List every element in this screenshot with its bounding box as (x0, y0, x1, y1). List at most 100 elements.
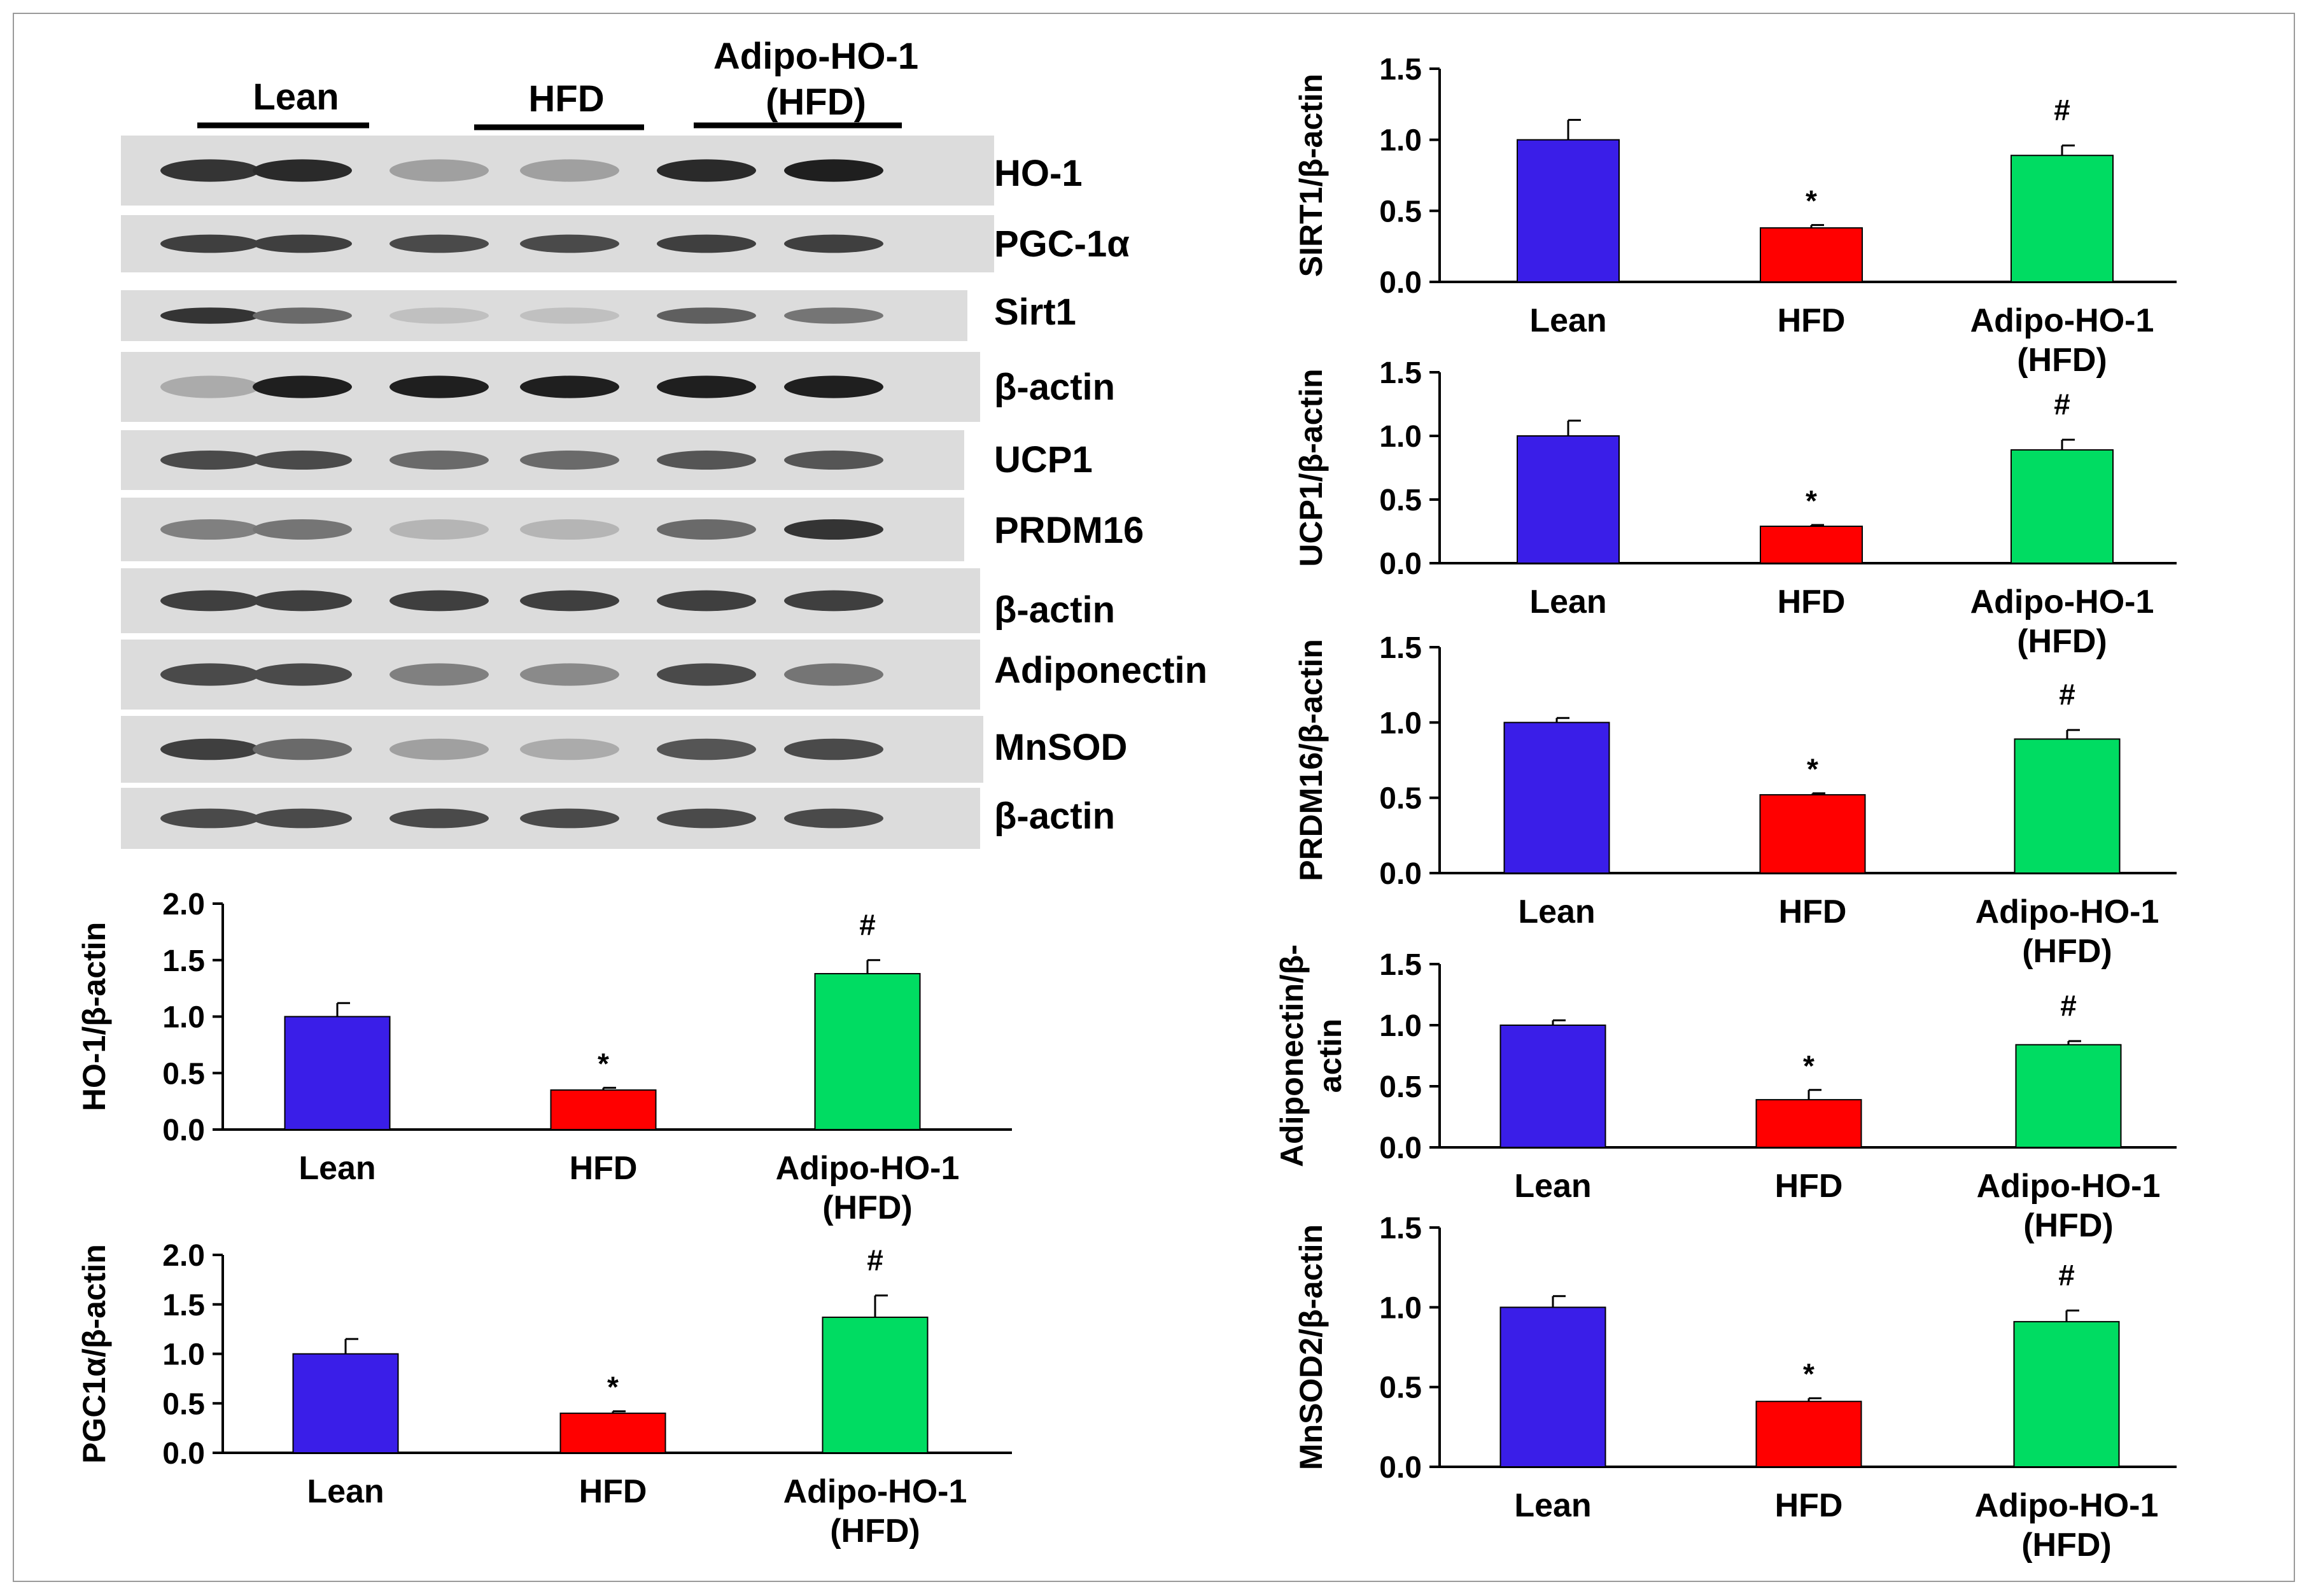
blot-band (390, 375, 489, 398)
chart-panel: 0.0 0.5 1.0 1.5 MnSOD2/β-actin Lean * HFD # Adipo… (1293, 1212, 2177, 1564)
bar (292, 1353, 399, 1453)
blot-band (520, 808, 619, 829)
y-tick-label: 1.0 (1379, 1291, 1422, 1325)
blot-band (657, 808, 756, 829)
y-tick-label: 1.0 (1379, 420, 1422, 454)
y-tick-label: 1.5 (1379, 1212, 1422, 1245)
significance-asterisk: * (607, 1371, 619, 1404)
blot-band (253, 159, 352, 182)
y-axis-label: HO-1/β-actin (76, 922, 112, 1111)
blot-band (657, 519, 756, 540)
x-category-label: (HFD) (2022, 933, 2112, 970)
significance-asterisk: * (1806, 484, 1817, 517)
y-tick-label: 2.0 (162, 888, 205, 921)
y-axis-label: actin (1312, 1019, 1348, 1093)
blot-band (657, 159, 756, 182)
blot-band (390, 663, 489, 686)
x-category-label: (HFD) (830, 1513, 920, 1550)
blot-row (121, 640, 980, 710)
x-category-label: Lean (1518, 893, 1595, 930)
group-header-lean: Lean (253, 76, 339, 118)
y-tick-label: 2.0 (162, 1239, 205, 1273)
blot-band (390, 738, 489, 760)
x-category-label: Adipo-HO-1 (783, 1473, 967, 1510)
bar (1759, 794, 1866, 874)
blot-band (520, 738, 619, 760)
y-tick-label: 1.0 (1379, 124, 1422, 158)
y-tick-label: 1.5 (162, 944, 205, 978)
blot-band (253, 663, 352, 686)
blot-row (121, 716, 983, 783)
x-category-label: Lean (298, 1150, 375, 1187)
bar (2011, 449, 2114, 564)
y-tick-label: 1.0 (1379, 706, 1422, 740)
blot-band (390, 808, 489, 829)
y-tick-label: 0.5 (1379, 1371, 1422, 1405)
significance-asterisk: * (1803, 1049, 1814, 1082)
blot-band (253, 307, 352, 324)
blot-band (253, 519, 352, 540)
blot-band (784, 590, 883, 612)
blot-band (520, 590, 619, 612)
bar (1499, 1025, 1606, 1148)
blot-band (160, 590, 260, 612)
y-tick-label: 1.5 (1379, 948, 1422, 982)
blot-label: PRDM16 (994, 510, 1144, 551)
blot-label: β-actin (994, 795, 1115, 837)
y-tick-label: 1.5 (162, 1289, 205, 1322)
bar (1755, 1401, 1862, 1467)
blot-band (253, 808, 352, 829)
blot-band (390, 159, 489, 182)
significance-hash: # (867, 1243, 883, 1277)
x-category-label: Adipo-HO-1 (1970, 302, 2154, 339)
y-tick-label: 1.0 (162, 1001, 205, 1035)
x-category-label: (HFD) (2021, 1527, 2112, 1564)
bar (2011, 155, 2114, 283)
y-tick-label: 1.5 (1379, 53, 1422, 87)
blot-row (121, 352, 980, 422)
blot-band (520, 450, 619, 470)
blot-band (657, 307, 756, 324)
x-category-label: HFD (579, 1473, 647, 1510)
blot-band (160, 738, 260, 760)
blot-row (121, 430, 964, 490)
blot-row (121, 498, 964, 561)
blot-band (657, 450, 756, 470)
y-tick-label: 0.0 (1379, 547, 1422, 581)
blot-band (657, 663, 756, 686)
x-category-label: Lean (307, 1473, 384, 1510)
blot-band (784, 234, 883, 253)
y-axis-label: SIRT1/β-actin (1293, 74, 1329, 277)
x-category-label: Adipo-HO-1 (1976, 893, 2159, 930)
significance-hash: # (2054, 94, 2070, 127)
y-tick-label: 0.5 (162, 1057, 205, 1091)
y-tick-label: 1.5 (1379, 631, 1422, 665)
blot-row (121, 215, 994, 272)
blot-band (390, 590, 489, 612)
y-axis-label: Adiponectin/β- (1274, 944, 1310, 1167)
chart-panel: 0.0 0.5 1.0 1.5 2.0 HO-1/β-actin Lean * HFD # Adip… (76, 888, 1012, 1226)
y-tick-label: 0.5 (1379, 195, 1422, 228)
blot-band (784, 519, 883, 540)
y-tick-label: 0.5 (162, 1387, 205, 1421)
blot-band (784, 663, 883, 686)
blot-label: Adiponectin (994, 650, 1207, 691)
y-tick-label: 1.5 (1379, 356, 1422, 390)
blot-band (160, 375, 260, 398)
x-category-label: HFD (1775, 1168, 1843, 1205)
blot-band (520, 307, 619, 324)
chart-panel: 0.0 0.5 1.0 1.5 UCP1/β-actin Lean * HFD # Adipo-H… (1293, 356, 2177, 660)
chart-panel: 0.0 0.5 1.0 1.5 2.0 PGC1α/β-actin Lean * HFD # Adi… (76, 1239, 1012, 1550)
bar (1760, 526, 1863, 564)
blot-band (390, 519, 489, 540)
x-category-label: Lean (1514, 1168, 1591, 1205)
y-tick-label: 0.0 (1379, 1131, 1422, 1165)
blot-band (784, 159, 883, 182)
blot-band (160, 663, 260, 686)
blot-band (160, 159, 260, 182)
y-tick-label: 0.0 (162, 1114, 205, 1147)
x-category-label: (HFD) (2017, 342, 2107, 379)
blot-band (520, 234, 619, 253)
blot-band (784, 808, 883, 829)
